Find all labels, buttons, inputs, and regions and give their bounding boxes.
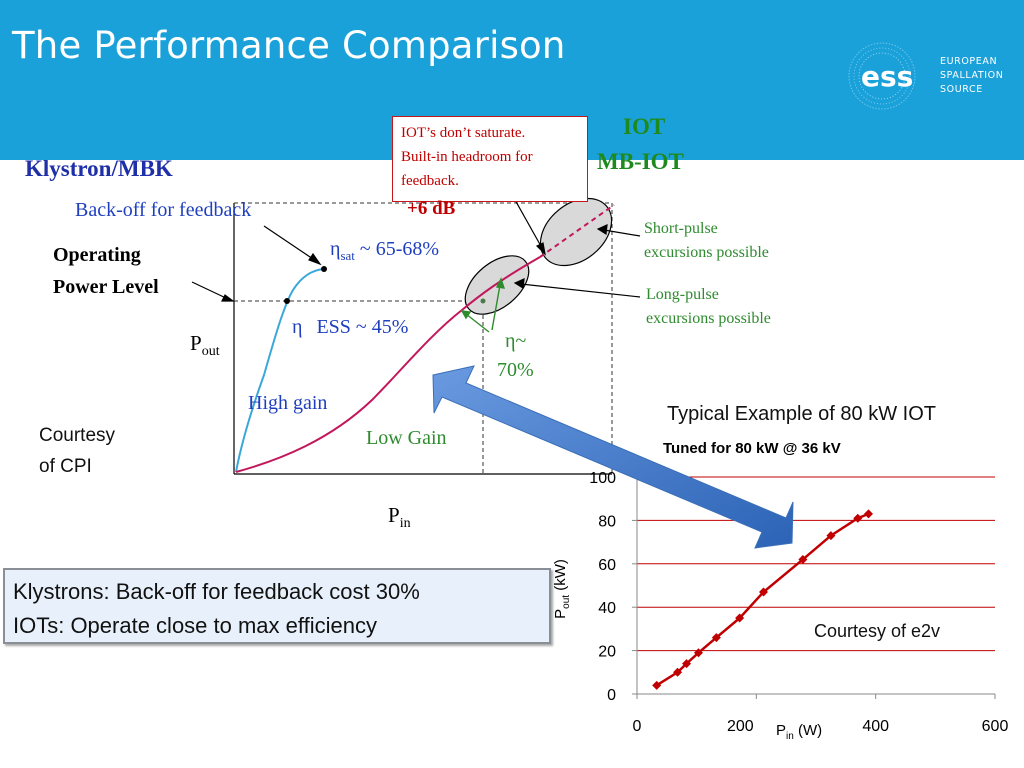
eta-iot-arrowhead-2 [495,277,506,289]
low-gain-label: Low Gain [366,427,447,449]
data-point [864,509,874,519]
chart-xlabel-symbol: P [776,722,787,739]
eta-iot-arrow-1 [465,313,490,333]
iot-note-line-2: Built-in headroom for [401,149,533,165]
data-point [652,680,662,690]
logo-line-1: EUROPEAN [940,56,998,67]
operating-arrow [191,281,229,300]
chart-x-axis-label: Pin (W) [776,722,822,742]
eta-iot-arrow-2 [491,284,501,331]
y-tick-label: 100 [589,470,616,487]
y-tick-label: 0 [607,687,616,704]
plus-6db-label: +6 dB [407,198,456,219]
operating-arrowhead [221,294,235,302]
y-tick-label: 20 [598,644,616,661]
iot-curve-extension [539,204,615,258]
long-pulse-label-1: Long-pulse [646,286,719,303]
y-tick-label: 40 [598,600,616,617]
klystron-curve [235,268,325,473]
logo-line-3: SOURCE [940,84,983,95]
chart-xlabel-unit: (W) [793,722,823,739]
pout-symbol: P [190,331,202,355]
x-tick-label: 600 [982,718,1009,735]
y-tick-label: 60 [598,557,616,574]
long-pulse-arrowhead [513,278,525,290]
y-tick-label: 80 [598,513,616,530]
operating-label-2: Power Level [53,276,159,298]
iot-note-line-1: IOT’s don’t saturate. [401,125,526,141]
backoff-arrowhead [308,252,322,266]
summary-line-2: IOTs: Operate close to max efficiency [13,613,377,638]
chart-annotation: Courtesy of e2v [814,621,941,641]
long-pulse-label-2: excursions possible [646,310,771,327]
klystron-label: Klystron/MBK [25,156,173,181]
slide-title: The Performance Comparison [12,24,566,67]
data-point [693,648,703,658]
data-point [735,613,745,623]
eta-ess-label: η ESS ~ 45% [292,316,408,339]
summary-box: Klystrons: Back-off for feedback cost 30… [3,568,551,644]
eta-sat-label: ηsat ~ 65-68% [330,238,439,264]
courtesy-cpi-line-1: Courtesy [39,425,116,446]
x-tick-label: 0 [633,718,642,735]
eta-sat-symbol: η [330,238,341,260]
pout-subscript: out [201,344,220,360]
eta-ess-symbol: η [292,316,303,338]
x-tick-label: 200 [727,718,754,735]
short-pulse-arrowhead [596,224,608,236]
data-point [673,667,683,677]
iot-note-line-3: feedback. [401,173,459,189]
pin-subscript: in [399,516,411,532]
short-pulse-label-2: excursions possible [644,244,769,261]
iot-note-arrowhead [535,242,546,256]
iot-label-2: MB-IOT [597,149,684,174]
data-point [826,531,836,541]
data-point [758,587,768,597]
data-point [682,659,692,669]
pout-label: Pout [190,331,220,360]
data-point [798,554,808,564]
logo-line-2: SPALLATION [940,70,1004,81]
eta-iot-label-1: η~ [505,330,527,352]
x-tick-label: 400 [862,718,889,735]
summary-line-1: Klystrons: Back-off for feedback cost 30… [13,579,420,604]
short-pulse-ellipse [539,197,613,267]
chart-xlabel-subscript: in [786,731,794,742]
iot-curve [235,256,541,473]
backoff-arrow [263,225,317,262]
series-line [656,512,869,687]
pin-label: Pin [388,503,411,532]
backoff-label: Back-off for feedback [75,199,252,221]
data-point [853,513,863,523]
eta-sat-subscript: sat [340,248,355,263]
long-pulse-arrow [520,283,641,298]
short-pulse-label-1: Short-pulse [644,220,718,237]
pin-symbol: P [388,503,400,527]
short-pulse-arrow [603,229,641,237]
data-point [711,633,721,643]
klystron-operating-point [284,298,290,304]
iot-operating-point [480,298,486,304]
courtesy-cpi-line-2: of CPI [39,456,92,477]
eta-sat-value: ~ 65-68% [354,238,440,260]
iot-note-box: IOT’s don’t saturate. Built-in headroom … [392,116,588,202]
high-gain-label: High gain [248,392,328,414]
klystron-saturation-point [321,266,327,272]
eta-ess-text: ESS ~ 45% [316,316,409,338]
eta-iot-arrowhead-1 [460,310,472,320]
iot-label-1: IOT [623,114,666,139]
operating-label-1: Operating [53,244,141,266]
